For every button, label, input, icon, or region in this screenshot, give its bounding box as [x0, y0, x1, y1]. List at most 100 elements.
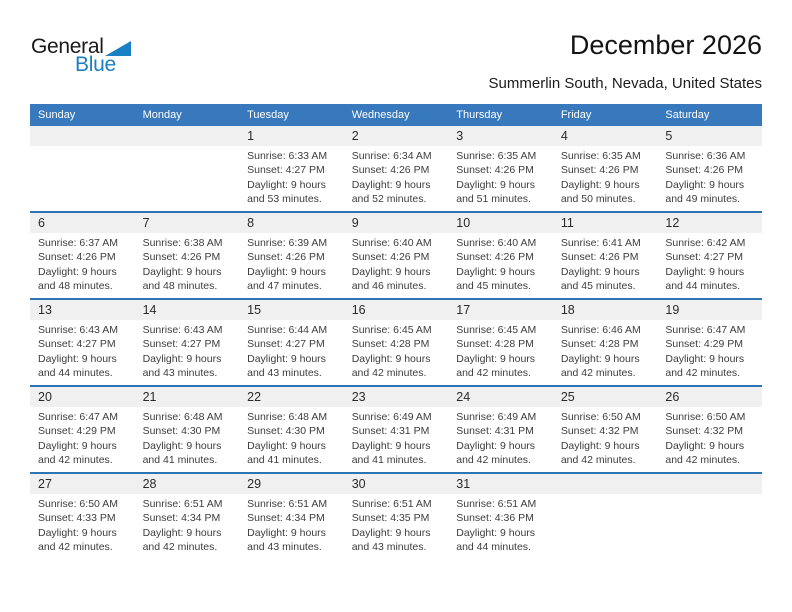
sunrise-text: Sunrise: 6:49 AM [351, 411, 432, 423]
day-number: 31 [448, 474, 553, 494]
page-subtitle: Summerlin South, Nevada, United States [488, 75, 762, 92]
daylight-text-line2: and 42 minutes. [142, 541, 218, 554]
daylight-text-line1: Daylight: 9 hours [142, 352, 222, 365]
day-details: Sunrise: 6:47 AM Sunset: 4:29 PM Dayligh… [657, 320, 762, 385]
day-number: 11 [552, 213, 658, 233]
logo-triangle-icon [104, 41, 131, 56]
day-details [30, 146, 135, 211]
day-number: 25 [552, 387, 658, 407]
day-cell: 13 Sunrise: 6:43 AM Sunset: 4:27 PM Dayl… [30, 300, 135, 385]
daylight-text-line2: and 44 minutes. [665, 280, 741, 293]
sunset-text: Sunset: 4:35 PM [351, 512, 430, 525]
daylight-text-line1: Daylight: 9 hours [351, 526, 431, 539]
day-number [657, 474, 762, 494]
sunset-text: Sunset: 4:29 PM [38, 425, 116, 438]
day-details: Sunrise: 6:51 AM Sunset: 4:35 PM Dayligh… [344, 494, 449, 559]
day-cell: 1 Sunrise: 6:33 AM Sunset: 4:27 PM Dayli… [239, 126, 344, 211]
sunrise-text: Sunrise: 6:45 AM [351, 324, 432, 336]
sunrise-text: Sunrise: 6:45 AM [456, 324, 537, 336]
sunrise-text: Sunrise: 6:47 AM [38, 411, 118, 423]
day-number: 16 [343, 300, 449, 320]
sunset-text: Sunset: 4:26 PM [247, 251, 325, 264]
sunrise-text: Sunrise: 6:51 AM [142, 498, 223, 510]
day-number: 1 [239, 126, 344, 146]
sunset-text: Sunset: 4:31 PM [351, 425, 430, 438]
daylight-text-line1: Daylight: 9 hours [665, 178, 745, 191]
sunset-text: Sunset: 4:26 PM [38, 251, 116, 264]
daylight-text-line2: and 42 minutes. [560, 454, 636, 467]
sunrise-text: Sunrise: 6:37 AM [38, 237, 118, 249]
weekday-header-monday: Monday [142, 109, 182, 121]
daylight-text-line2: and 52 minutes. [351, 193, 427, 206]
daylight-text-line1: Daylight: 9 hours [665, 352, 745, 365]
day-details: Sunrise: 6:46 AM Sunset: 4:28 PM Dayligh… [553, 320, 658, 385]
sunset-text: Sunset: 4:26 PM [560, 164, 639, 177]
sunset-text: Sunset: 4:26 PM [456, 164, 534, 177]
day-details: Sunrise: 6:48 AM Sunset: 4:30 PM Dayligh… [239, 407, 344, 472]
day-cell: 25 Sunrise: 6:50 AM Sunset: 4:32 PM Dayl… [552, 387, 658, 472]
daylight-text-line2: and 43 minutes. [247, 541, 322, 554]
weekday-header-saturday: Saturday [665, 109, 710, 121]
sunset-text: Sunset: 4:26 PM [351, 251, 430, 264]
daylight-text-line2: and 48 minutes. [142, 280, 218, 293]
day-details: Sunrise: 6:43 AM Sunset: 4:27 PM Dayligh… [30, 320, 135, 385]
day-details: Sunrise: 6:51 AM Sunset: 4:34 PM Dayligh… [239, 494, 344, 559]
sunset-text: Sunset: 4:26 PM [456, 251, 534, 264]
sunset-text: Sunset: 4:33 PM [38, 512, 116, 525]
daylight-text-line1: Daylight: 9 hours [142, 439, 222, 452]
day-details: Sunrise: 6:47 AM Sunset: 4:29 PM Dayligh… [30, 407, 135, 472]
sunset-text: Sunset: 4:27 PM [142, 338, 221, 351]
day-cell: 19 Sunrise: 6:47 AM Sunset: 4:29 PM Dayl… [657, 300, 762, 385]
day-cell: 28 Sunrise: 6:51 AM Sunset: 4:34 PM Dayl… [134, 474, 240, 559]
daylight-text-line1: Daylight: 9 hours [38, 265, 117, 278]
weekday-header-sunday: Sunday [38, 109, 76, 121]
day-cell [30, 126, 135, 211]
daylight-text-line1: Daylight: 9 hours [247, 265, 326, 278]
daylight-text-line1: Daylight: 9 hours [351, 352, 431, 365]
day-cell: 17 Sunrise: 6:45 AM Sunset: 4:28 PM Dayl… [448, 300, 553, 385]
sunset-text: Sunset: 4:34 PM [142, 512, 221, 525]
day-cell: 2 Sunrise: 6:34 AM Sunset: 4:26 PM Dayli… [343, 126, 449, 211]
sunrise-text: Sunrise: 6:43 AM [142, 324, 223, 336]
sunset-text: Sunset: 4:28 PM [560, 338, 639, 351]
daylight-text-line1: Daylight: 9 hours [456, 352, 536, 365]
daylight-text-line1: Daylight: 9 hours [560, 439, 640, 452]
daylight-text-line1: Daylight: 9 hours [247, 526, 326, 539]
sunrise-text: Sunrise: 6:39 AM [247, 237, 328, 249]
day-cell: 14 Sunrise: 6:43 AM Sunset: 4:27 PM Dayl… [134, 300, 240, 385]
day-details [135, 146, 240, 211]
weekday-header-wednesday: Wednesday [351, 109, 410, 121]
day-details: Sunrise: 6:33 AM Sunset: 4:27 PM Dayligh… [239, 146, 344, 211]
daylight-text-line2: and 43 minutes. [142, 367, 218, 380]
daylight-text-line1: Daylight: 9 hours [351, 439, 431, 452]
day-number: 9 [343, 213, 449, 233]
daylight-text-line2: and 44 minutes. [38, 367, 113, 380]
daylight-text-line2: and 46 minutes. [351, 280, 427, 293]
sunset-text: Sunset: 4:36 PM [456, 512, 534, 525]
day-details: Sunrise: 6:41 AM Sunset: 4:26 PM Dayligh… [553, 233, 658, 298]
day-number: 2 [343, 126, 449, 146]
sunrise-text: Sunrise: 6:33 AM [247, 150, 328, 162]
daylight-text-line2: and 49 minutes. [665, 193, 741, 206]
sunset-text: Sunset: 4:30 PM [142, 425, 221, 438]
day-cell: 7 Sunrise: 6:38 AM Sunset: 4:26 PM Dayli… [134, 213, 240, 298]
day-details: Sunrise: 6:51 AM Sunset: 4:36 PM Dayligh… [448, 494, 553, 559]
day-number [30, 126, 135, 146]
sunset-text: Sunset: 4:34 PM [247, 512, 325, 525]
daylight-text-line2: and 41 minutes. [247, 454, 322, 467]
day-number: 6 [30, 213, 135, 233]
daylight-text-line1: Daylight: 9 hours [351, 265, 431, 278]
sunset-text: Sunset: 4:27 PM [247, 164, 325, 177]
day-cell: 3 Sunrise: 6:35 AM Sunset: 4:26 PM Dayli… [448, 126, 553, 211]
sunset-text: Sunset: 4:29 PM [665, 338, 744, 351]
day-number: 17 [448, 300, 553, 320]
day-number: 10 [448, 213, 553, 233]
daylight-text-line2: and 42 minutes. [665, 454, 741, 467]
sunrise-text: Sunrise: 6:40 AM [456, 237, 537, 249]
daylight-text-line1: Daylight: 9 hours [351, 178, 431, 191]
day-number: 24 [448, 387, 553, 407]
daylight-text-line2: and 45 minutes. [456, 280, 531, 293]
sunrise-text: Sunrise: 6:48 AM [247, 411, 328, 423]
sunset-text: Sunset: 4:26 PM [560, 251, 639, 264]
day-details: Sunrise: 6:49 AM Sunset: 4:31 PM Dayligh… [344, 407, 449, 472]
